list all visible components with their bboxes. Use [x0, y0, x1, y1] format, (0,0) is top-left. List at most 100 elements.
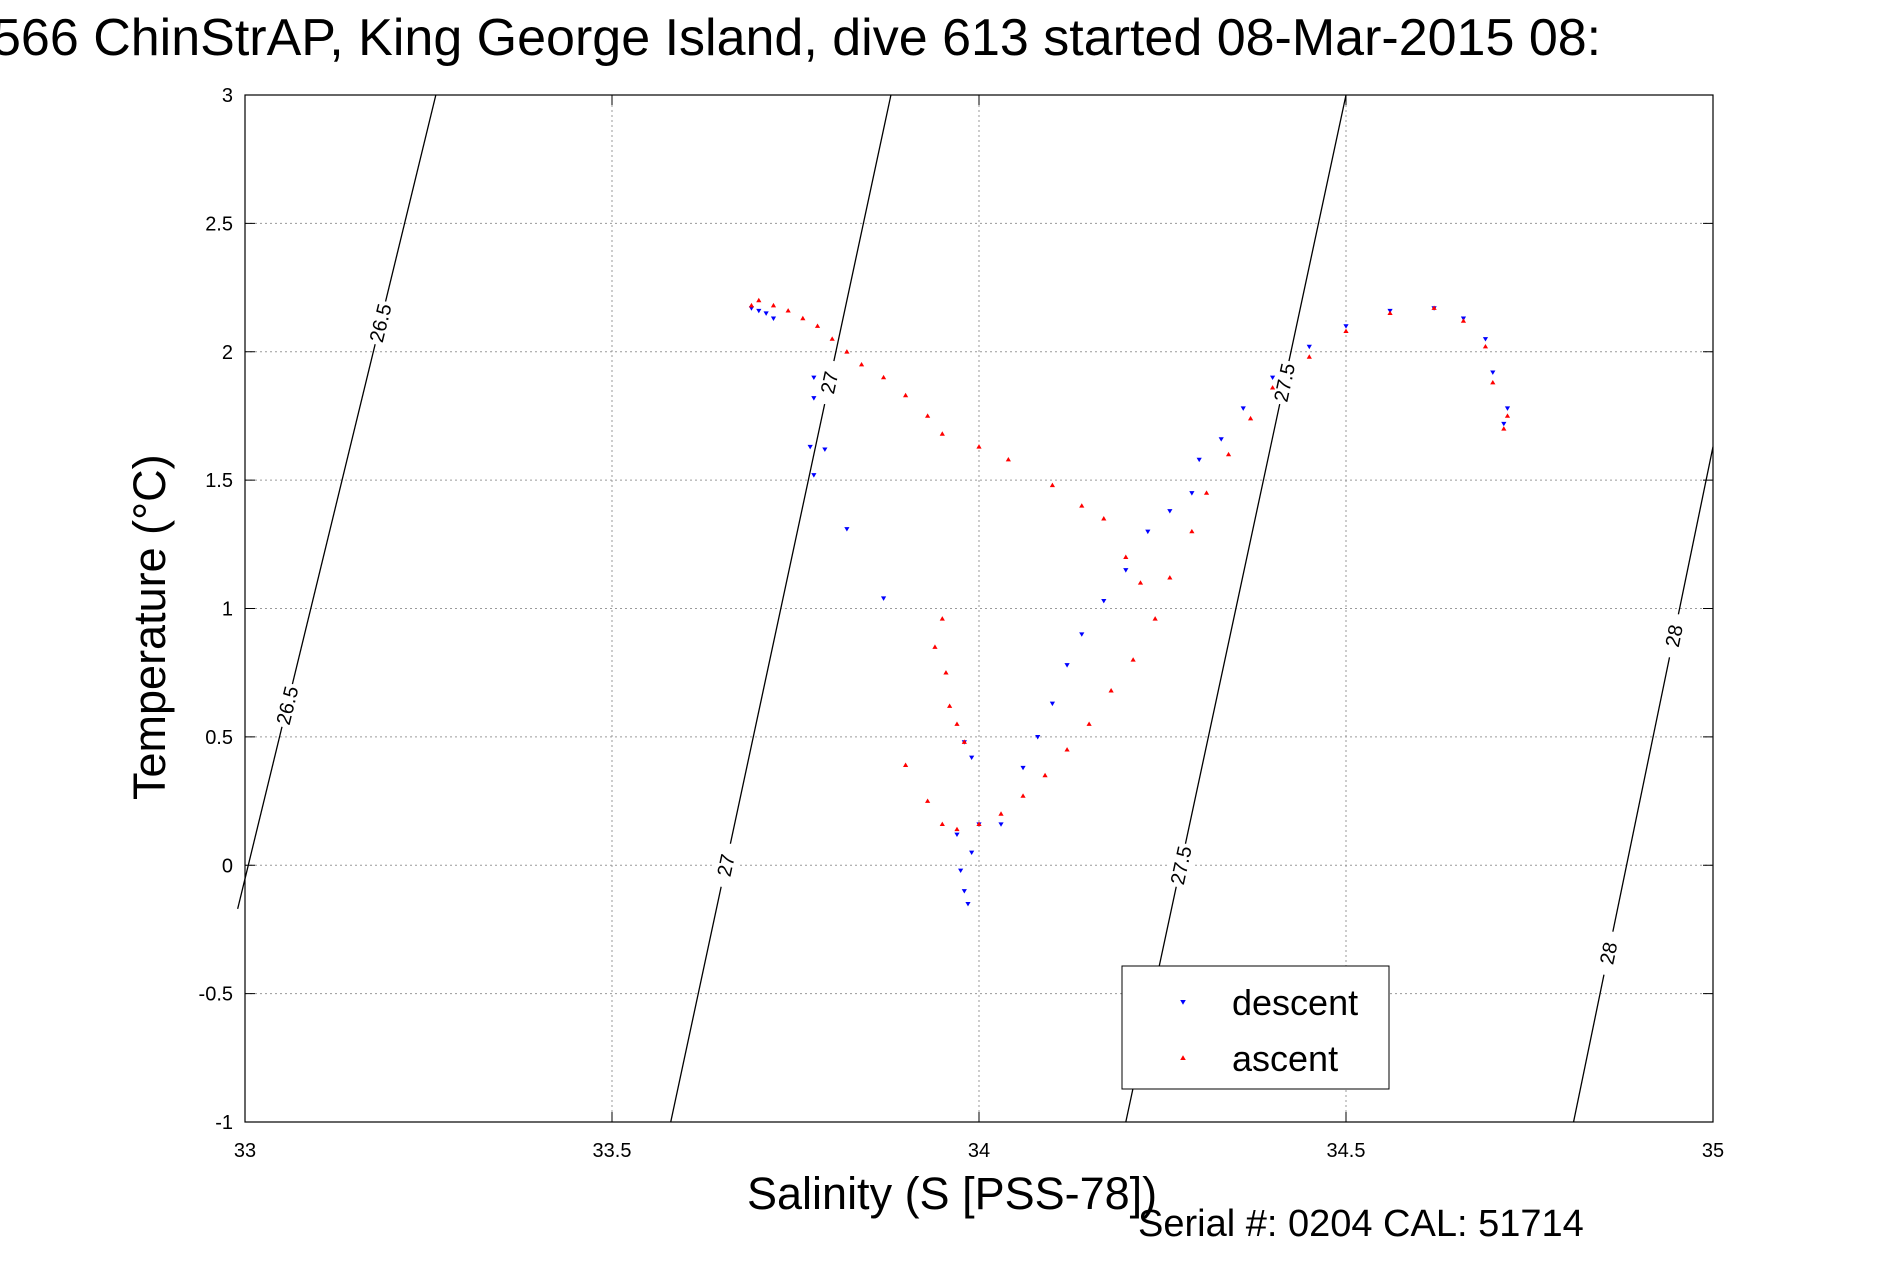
contour-label-bg	[1164, 841, 1198, 890]
contour-label: 26.5	[366, 302, 397, 345]
descent-point	[1240, 406, 1246, 411]
descent-point	[1270, 375, 1276, 381]
ascent-point	[1306, 354, 1312, 359]
y-tick-label: 1	[222, 599, 233, 621]
ascent-point	[770, 302, 777, 308]
contour-line	[670, 94, 892, 1123]
y-tick-label: 3	[222, 85, 233, 107]
x-tick-label: 34	[968, 1140, 990, 1162]
ascent-point	[1225, 451, 1232, 457]
legend-marker-descent	[1180, 1000, 1186, 1005]
x-tick-label: 34.5	[1327, 1140, 1366, 1162]
descent-point	[1189, 491, 1195, 496]
descent-point	[770, 316, 777, 321]
descent-point	[811, 375, 817, 381]
contour-label-bg	[1592, 929, 1625, 978]
descent-point	[954, 832, 960, 838]
legend-label-descent: descent	[1232, 982, 1358, 1023]
ascent-point	[858, 361, 865, 367]
y-tick-label: 1.5	[205, 470, 233, 492]
x-tick-label: 33	[234, 1140, 256, 1162]
ascent-point	[1167, 575, 1173, 580]
contour-label: 27	[714, 852, 740, 878]
descent-point	[969, 755, 975, 761]
descent-point	[998, 822, 1004, 827]
contour-line	[237, 94, 437, 910]
ascent-point	[814, 323, 821, 328]
ascent-point	[998, 811, 1004, 816]
chart-title: 566 ChinStrAP, King George Island, dive …	[0, 9, 1602, 67]
data-points	[748, 297, 1511, 907]
descent-point	[822, 447, 828, 452]
legend-box	[1121, 965, 1390, 1090]
descent-point	[1501, 421, 1507, 427]
contour-label: 27	[817, 370, 843, 396]
descent-point	[1049, 701, 1055, 707]
descent-point	[1504, 406, 1511, 411]
ascent-point	[939, 616, 945, 621]
ascent-point	[880, 374, 887, 380]
descent-point	[807, 444, 813, 450]
ascent-point	[954, 826, 960, 832]
ascent-point	[932, 644, 938, 649]
contour-label: 26.5	[273, 684, 304, 727]
descent-point	[1218, 437, 1224, 442]
ascent-point	[1189, 528, 1195, 534]
ascent-point	[961, 739, 967, 744]
axis-ticks: 33 33.5 34 34.5 35 -1 -0.5 0 0.5 1 1.5 2 2.5 3	[199, 85, 1725, 1162]
ascent-point	[1203, 490, 1210, 495]
x-axis-label: Salinity (S [PSS-78])	[747, 1168, 1158, 1219]
contour-label: 27.5	[1167, 844, 1197, 887]
ascent-point	[939, 821, 945, 826]
ascent-point	[947, 703, 953, 708]
descent-point	[1145, 529, 1151, 535]
contour-line	[1572, 446, 1714, 1123]
ascent-point	[1049, 482, 1055, 488]
y-axis-label: Temperature (°C)	[124, 454, 175, 800]
ascent-point	[748, 302, 755, 308]
contour-label-bg	[363, 298, 398, 348]
grid-lines	[244, 94, 1714, 1123]
contour-label-bg	[709, 841, 743, 890]
ascent-point	[1064, 747, 1070, 752]
y-tick-label: -1	[215, 1112, 233, 1134]
ascent-point	[1108, 688, 1114, 693]
descent-point	[1020, 765, 1026, 771]
ascent-point	[1504, 413, 1511, 418]
contour-label-bg	[1267, 358, 1301, 407]
ascent-point	[1123, 554, 1129, 559]
contour-label-bg	[812, 358, 846, 407]
ascent-point	[756, 297, 762, 303]
legend-label-ascent: ascent	[1232, 1038, 1338, 1079]
descent-point	[958, 868, 964, 873]
ascent-point	[1490, 379, 1496, 385]
contour-line	[1125, 94, 1347, 1123]
ascent-point	[939, 431, 945, 436]
ascent-point	[1137, 580, 1144, 585]
ascent-point	[1247, 415, 1254, 421]
contour-label: 28	[1662, 623, 1688, 649]
y-tick-label: 2.5	[205, 213, 233, 235]
descent-point	[1482, 337, 1489, 342]
ascent-point	[903, 392, 909, 398]
y-tick-label: 0	[222, 855, 233, 877]
ascent-point	[976, 444, 982, 449]
ascent-point	[1042, 772, 1048, 778]
ascent-point	[1086, 721, 1092, 726]
legend: descent ascent	[1121, 965, 1390, 1090]
descent-point	[811, 396, 817, 401]
ascent-point	[1482, 344, 1489, 349]
y-tick-label: 2	[222, 342, 233, 364]
descent-point	[1079, 632, 1085, 637]
descent-point	[844, 527, 850, 532]
ascent-point	[829, 336, 835, 341]
descent-point	[756, 308, 762, 314]
descent-point	[1035, 735, 1041, 740]
ascent-point	[903, 762, 909, 767]
descent-point	[811, 473, 817, 478]
descent-point	[1064, 663, 1070, 668]
ascent-point	[954, 721, 960, 726]
ascent-point	[925, 413, 931, 418]
contour-label: 27.5	[1270, 361, 1300, 404]
